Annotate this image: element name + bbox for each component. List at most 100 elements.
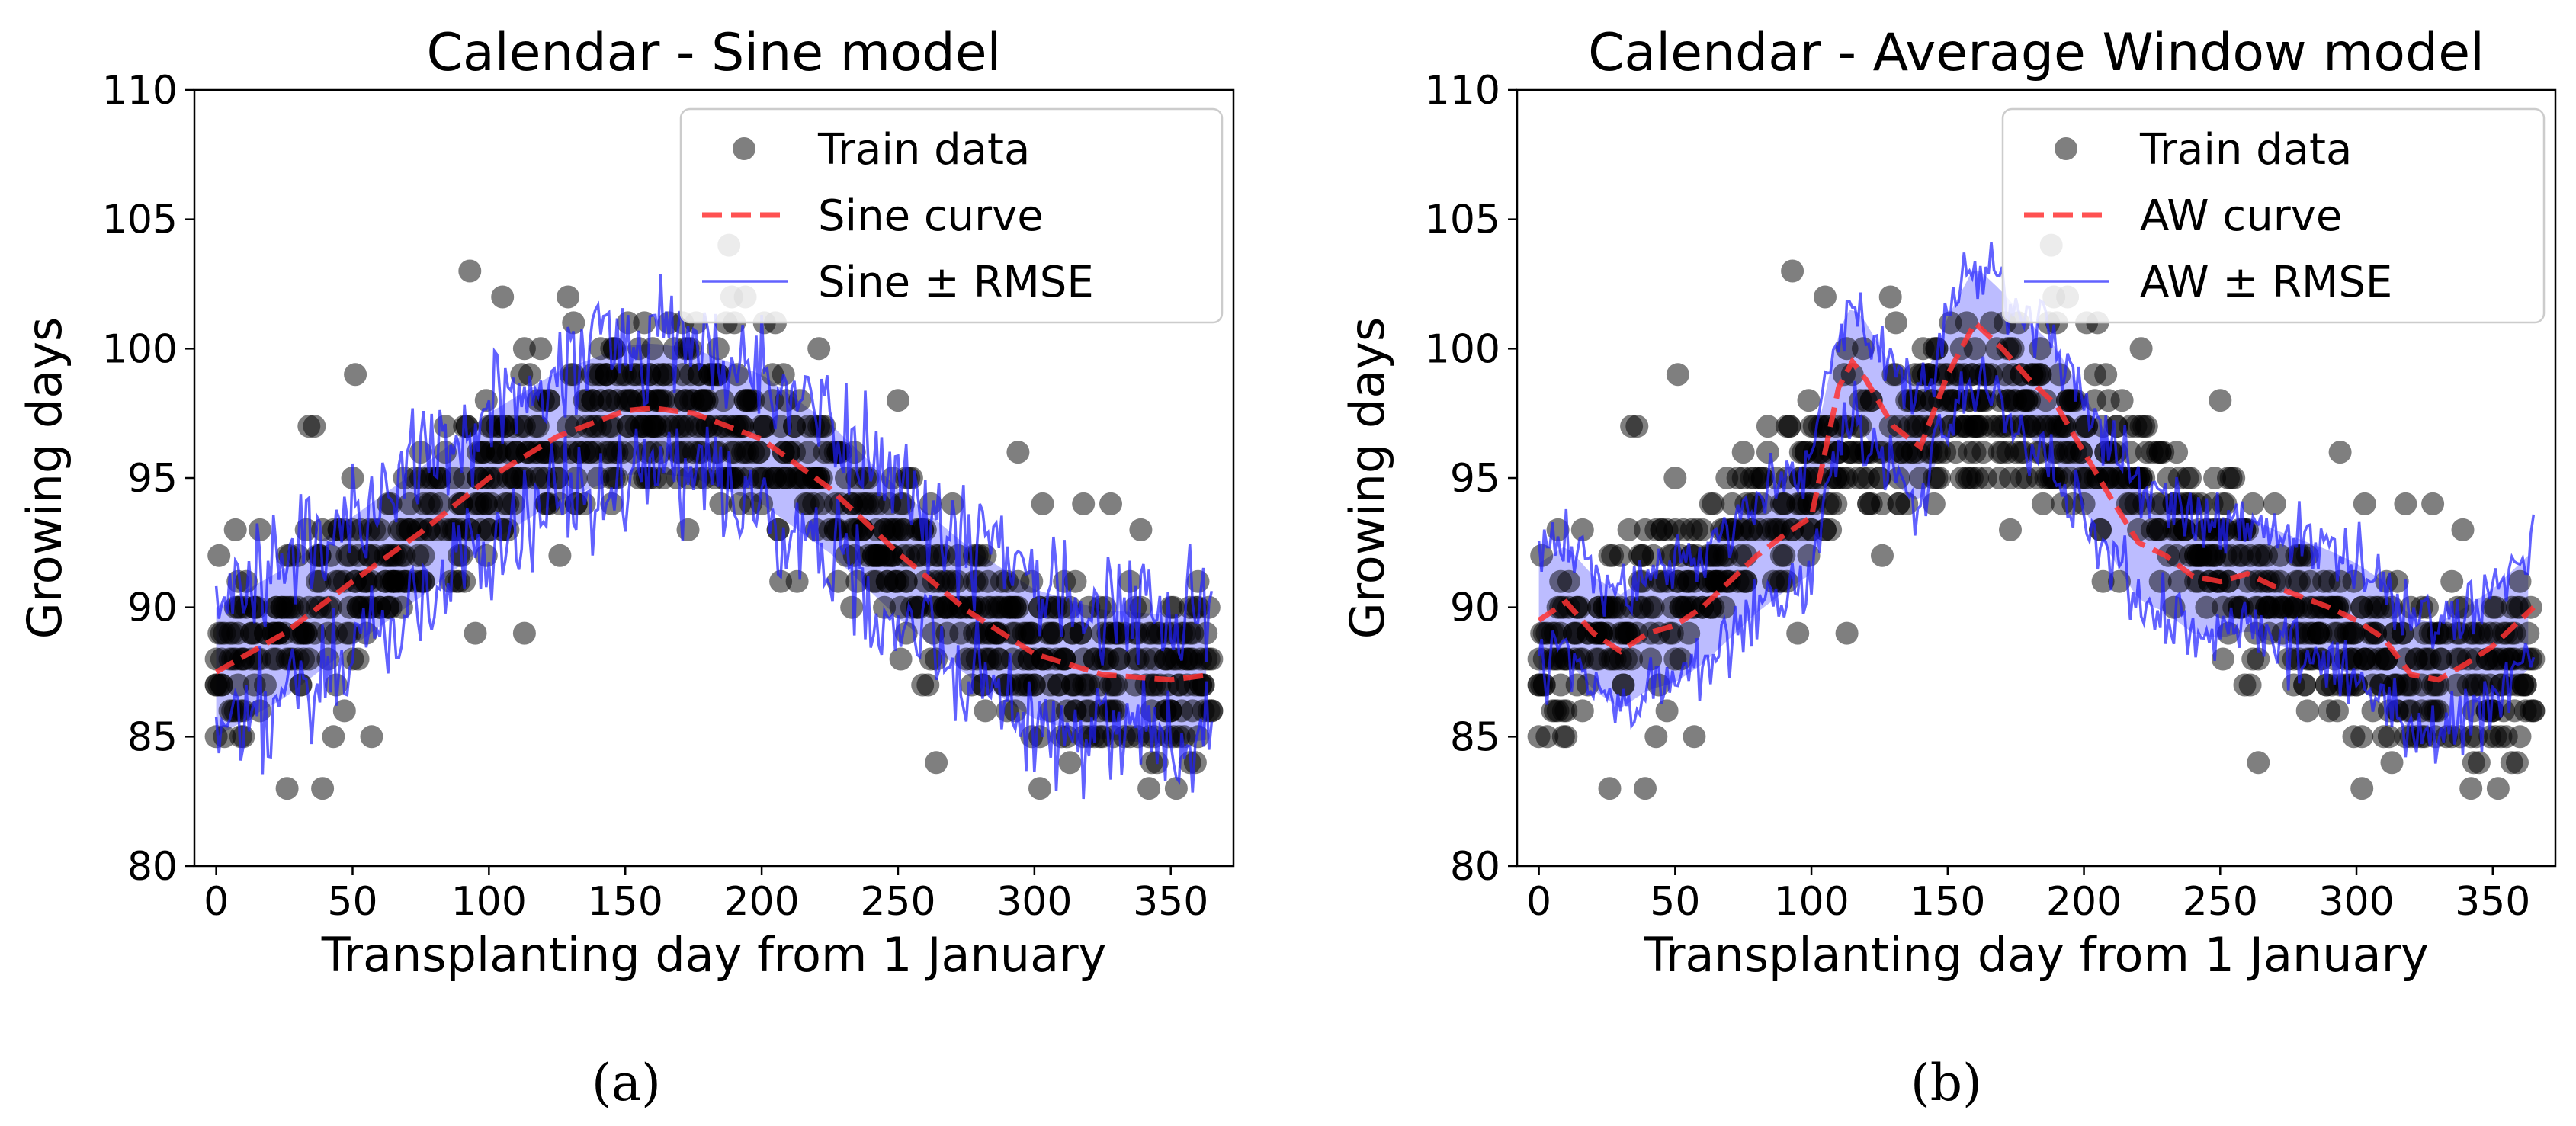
train-data-point <box>2429 647 2452 671</box>
y-axis-label: Growing days <box>17 317 72 640</box>
train-data-point <box>390 595 413 619</box>
rmse-lower-line <box>214 426 1214 800</box>
chart-panel-a: 0 50 100 150 200 250 300 350 80 85 90 95 100 105 110 Ca… <box>17 23 1235 983</box>
train-data-point <box>2377 725 2401 749</box>
train-data-point <box>2522 699 2546 723</box>
train-data-point <box>1003 699 1027 723</box>
x-tick-label: 350 <box>2455 879 2530 925</box>
train-data-point <box>518 363 541 387</box>
train-data-point <box>1063 569 1087 593</box>
train-data-point <box>1557 569 1580 593</box>
y-tick-label: 80 <box>127 844 178 890</box>
x-tick-label: 0 <box>1526 879 1551 925</box>
y-tick-label: 90 <box>127 585 178 631</box>
chart-title: Calendar - Sine model <box>427 23 1002 83</box>
y-tick-label: 100 <box>1425 326 1500 372</box>
legend: Train data Sine curve Sine ± RMSE <box>679 107 1224 324</box>
y-tick-label: 100 <box>102 326 178 372</box>
rmse-upper-line <box>1537 242 2536 649</box>
train-data-point <box>1781 259 1804 283</box>
train-data-point <box>2350 725 2374 749</box>
train-data-point <box>1884 311 1907 335</box>
train-data-point <box>1895 492 1919 515</box>
train-data-point <box>1772 544 1796 567</box>
plot-area <box>1527 233 2546 800</box>
train-data-point <box>2222 467 2246 489</box>
train-data-point <box>1164 777 1188 800</box>
train-data-point <box>1006 441 1030 464</box>
rmse-upper-line <box>214 274 1214 666</box>
x-tick-label: 300 <box>996 879 1072 925</box>
y-tick-label: 85 <box>127 714 178 760</box>
model-curve <box>214 405 1212 683</box>
legend: Train data AW curve AW ± RMSE <box>2001 107 2546 324</box>
train-data-point <box>1609 544 1632 567</box>
train-data-point <box>856 467 880 489</box>
train-data-point <box>889 647 913 671</box>
train-data-point <box>1107 647 1131 671</box>
x-tick-label: 150 <box>588 879 663 925</box>
train-data-point <box>1971 441 1995 464</box>
x-tick-label: 50 <box>327 879 377 925</box>
train-data-point <box>785 569 809 593</box>
train-data-point <box>1666 363 1689 387</box>
x-tick-label: 250 <box>2183 879 2258 925</box>
legend-label: Sine ± RMSE <box>818 258 1094 307</box>
x-tick-label: 100 <box>451 879 527 925</box>
train-data-point <box>2034 389 2058 412</box>
train-data-point <box>2508 569 2532 593</box>
train-data-point <box>946 544 970 567</box>
train-data-point <box>2241 492 2265 515</box>
train-data-point <box>2195 595 2218 619</box>
train-data-point <box>2394 492 2417 515</box>
train-data-point <box>1570 518 1594 541</box>
train-data-point <box>2135 415 2158 438</box>
x-tick-label: 300 <box>2318 879 2394 925</box>
train-data-point <box>887 389 909 412</box>
train-data-point <box>2129 337 2153 361</box>
x-tick-label: 250 <box>860 879 935 925</box>
train-data-point <box>210 673 233 697</box>
x-tick-label: 0 <box>204 879 229 925</box>
train-data-point <box>2165 441 2189 464</box>
train-data-point <box>676 518 700 541</box>
x-tick-label: 150 <box>1910 879 1985 925</box>
legend-box <box>679 107 1224 324</box>
train-data-point <box>695 389 719 412</box>
train-data-point <box>1778 415 1801 438</box>
y-tick-label: 105 <box>102 197 178 243</box>
train-data-point <box>2513 673 2537 697</box>
train-data-point <box>248 518 271 541</box>
x-tick-label: 50 <box>1650 879 1700 925</box>
train-data-point <box>512 337 536 361</box>
train-data-point <box>2238 673 2262 697</box>
train-data-point <box>297 647 321 671</box>
train-data-point <box>1535 725 1559 749</box>
train-data-point <box>226 673 250 697</box>
train-data-point <box>2031 492 2055 515</box>
x-axis-label: Transplanting day from 1 January <box>321 927 1107 983</box>
train-data-point <box>2179 467 2202 489</box>
y-tick-label: 85 <box>1450 714 1500 760</box>
train-data-point <box>2459 777 2483 800</box>
train-data-point <box>1099 492 1122 515</box>
train-data-point <box>1797 389 1821 412</box>
x-tick-label: 200 <box>2046 879 2122 925</box>
train-data-point <box>303 415 326 438</box>
train-data-point <box>1702 492 1725 515</box>
train-data-point <box>491 285 515 309</box>
train-data-point <box>1031 492 1054 515</box>
train-data-point <box>2209 389 2232 412</box>
train-data-point <box>2508 725 2532 749</box>
train-data-point <box>2421 492 2445 515</box>
train-data-point <box>1963 337 1987 361</box>
train-data-point <box>1192 673 1215 697</box>
train-data-point <box>564 467 588 489</box>
train-data-point <box>2484 595 2507 619</box>
train-data-point <box>2293 673 2317 697</box>
train-data-point <box>1712 595 1736 619</box>
train-data-point <box>712 389 735 412</box>
train-data-point <box>2211 647 2234 671</box>
train-data-point <box>1835 621 1859 645</box>
rmse-band-fill <box>1538 271 2529 737</box>
